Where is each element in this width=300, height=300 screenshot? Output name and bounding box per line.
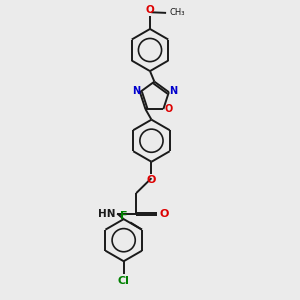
- Text: O: O: [159, 208, 168, 219]
- Text: O: O: [164, 104, 173, 114]
- Text: HN: HN: [98, 208, 116, 219]
- Text: N: N: [132, 86, 140, 96]
- Text: Cl: Cl: [118, 276, 130, 286]
- Text: O: O: [146, 5, 154, 15]
- Text: N: N: [169, 86, 177, 96]
- Text: CH₃: CH₃: [169, 8, 184, 17]
- Text: F: F: [120, 211, 128, 221]
- Text: O: O: [147, 175, 156, 185]
